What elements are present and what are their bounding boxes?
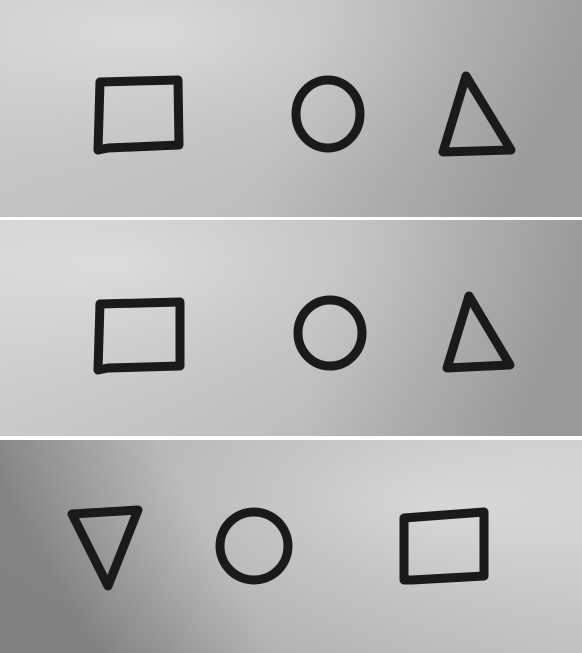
hand-drawn-square <box>93 75 184 155</box>
hand-drawn-square <box>93 297 185 375</box>
photo-panel-bottom <box>0 440 582 653</box>
hand-drawn-triangle <box>442 291 515 373</box>
panel-top-canvas <box>0 0 582 217</box>
panel-bottom-canvas <box>0 440 582 653</box>
photo-panel-middle <box>0 220 582 436</box>
hand-drawn-circle <box>293 295 367 371</box>
hand-drawn-circle <box>291 75 365 153</box>
photo-panel-top <box>0 0 582 217</box>
hand-drawn-circle <box>215 507 293 585</box>
paper-shading <box>0 220 582 436</box>
paper-shading <box>0 0 582 217</box>
panel-middle-canvas <box>0 220 582 436</box>
hand-drawn-triangle <box>438 71 516 157</box>
hand-drawn-square <box>399 507 489 585</box>
hand-drawn-triangle-inverted <box>67 505 143 591</box>
